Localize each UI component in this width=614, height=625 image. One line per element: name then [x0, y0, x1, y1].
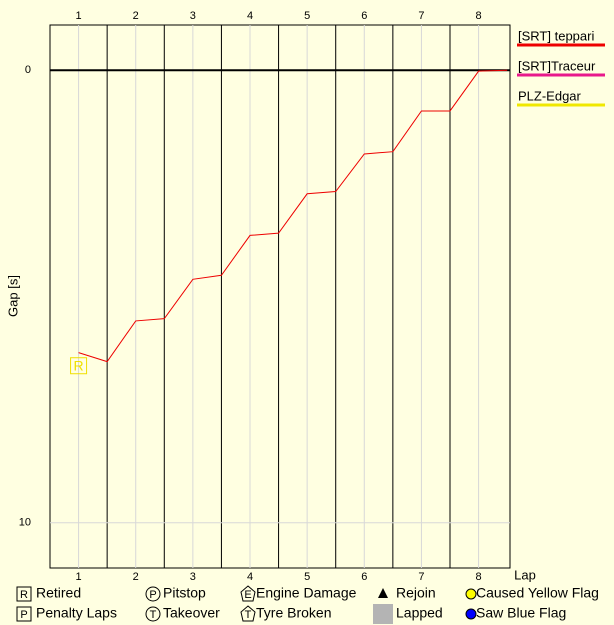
x-tick-label: 3 — [190, 10, 196, 22]
y-tick-label: 10 — [19, 517, 31, 529]
symbol-legend-label: Tyre Broken — [256, 605, 331, 621]
legend-icon — [240, 585, 256, 602]
symbol-legend-label: Rejoin — [396, 585, 436, 601]
x-tick-label: 6 — [361, 571, 367, 583]
series-line — [78, 69, 508, 363]
x-tick-label: 3 — [190, 571, 196, 583]
x-tick-label: 1 — [76, 571, 82, 583]
legend-icon-letter: P — [149, 589, 156, 601]
x-tick-label: 8 — [476, 10, 482, 22]
symbol-legend-label: Takeover — [163, 605, 220, 621]
symbol-legend-label: Penalty Laps — [36, 605, 117, 621]
symbol-legend-label: Lapped — [396, 605, 443, 621]
legend-icon — [373, 604, 393, 624]
y-axis-label: Gap [s] — [5, 275, 20, 317]
x-tick-label: 2 — [133, 10, 139, 22]
legend-label: [SRT] teppari — [518, 28, 594, 43]
x-tick-label: 5 — [304, 571, 310, 583]
legend-icon — [145, 586, 161, 602]
symbol-legend-label: Pitstop — [163, 585, 206, 601]
x-tick-label: 1 — [76, 10, 82, 22]
legend-icon-letter: T — [245, 609, 252, 621]
legend-icon — [465, 608, 477, 620]
legend-icon — [465, 588, 477, 600]
x-tick-label: 2 — [133, 571, 139, 583]
symbol-legend-label: Caused Yellow Flag — [476, 585, 599, 601]
y-tick-label: 0 — [25, 64, 31, 76]
symbol-legend-label: Retired — [36, 585, 81, 601]
legend-icon-letter: R — [20, 589, 28, 601]
legend-icon — [16, 606, 32, 622]
x-tick-label: 5 — [304, 10, 310, 22]
symbol-legend-label: Engine Damage — [256, 585, 357, 601]
x-tick-label: 8 — [476, 571, 482, 583]
x-tick-label: 7 — [418, 571, 424, 583]
legend-icon — [378, 588, 388, 598]
plot-area — [49, 24, 511, 569]
event-label: R — [74, 357, 84, 373]
legend-icon — [240, 605, 256, 622]
legend-icon — [16, 586, 32, 602]
legend-icon — [145, 606, 161, 622]
legend-icon-letter: P — [20, 609, 27, 621]
event-marker — [70, 357, 88, 375]
legend-icon-letter: T — [150, 609, 157, 621]
legend-label: [SRT]Traceur — [518, 58, 596, 73]
x-tick-label: 4 — [247, 571, 253, 583]
x-tick-label: 6 — [361, 10, 367, 22]
legend-icon-letter: E — [244, 589, 251, 601]
symbol-legend-label: Saw Blue Flag — [476, 605, 566, 621]
legend-label: PLZ-Edgar — [518, 88, 582, 103]
x-axis-label: Lap — [514, 567, 536, 582]
x-tick-label: 7 — [418, 10, 424, 22]
x-tick-label: 4 — [247, 10, 253, 22]
